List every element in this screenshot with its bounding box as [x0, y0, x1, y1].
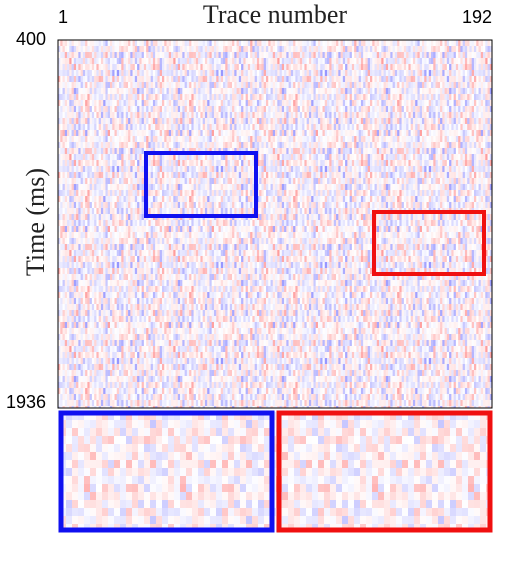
- highlight-box-red: [372, 210, 486, 276]
- seismic-section: [57, 39, 493, 409]
- x-tick-label: 192: [462, 7, 492, 27]
- x-tick-label: 1: [58, 7, 68, 27]
- zoom-box-blue: [58, 410, 275, 533]
- y-axis-label: Time (ms): [21, 168, 50, 276]
- chart-title: Trace number: [203, 0, 348, 29]
- zoom-panels: [60, 412, 492, 532]
- y-tick-label: 1936: [6, 392, 46, 412]
- zoom-box-red: [276, 410, 493, 533]
- y-tick-label: 400: [16, 29, 46, 49]
- highlight-box-blue: [144, 151, 258, 218]
